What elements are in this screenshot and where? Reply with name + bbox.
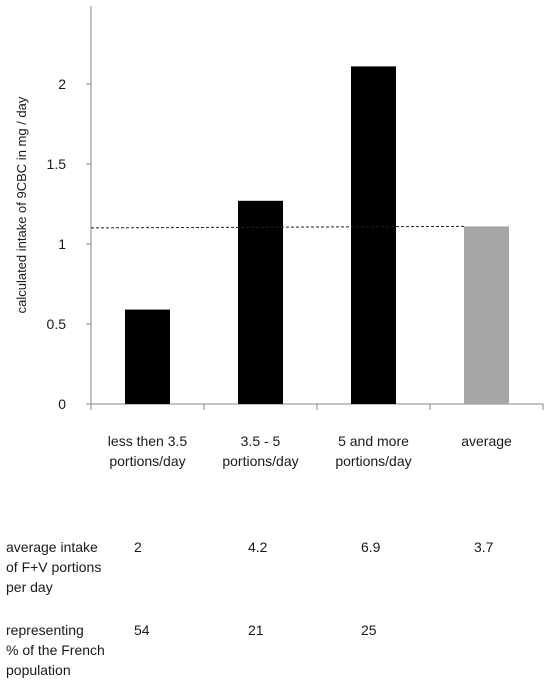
table-cell: 54 — [134, 622, 150, 638]
y-tick-label: 0 — [58, 396, 66, 412]
x-category-label-line: portions/day — [222, 453, 299, 469]
table-row-label-line: of F+V portions — [6, 559, 102, 575]
table-cell: 2 — [134, 539, 142, 555]
table-cell: 6.9 — [361, 539, 381, 555]
x-category-label-line: portions/day — [335, 453, 412, 469]
x-category-label-line: portions/day — [109, 453, 186, 469]
table-row-label-line: population — [6, 662, 71, 678]
x-ticks — [90, 404, 544, 410]
bar-1 — [125, 309, 170, 404]
y-ticks: 0 0.5 1 1.5 2 — [47, 76, 91, 412]
table-cell: 25 — [361, 622, 377, 638]
bar-2 — [238, 200, 283, 404]
y-axis-label: calculated intake of 9CBC in mg / day — [14, 96, 29, 313]
x-category-label: 5 and more portions/day — [319, 431, 429, 471]
x-category-label: less then 3.5 portions/day — [93, 431, 203, 471]
y-tick-label: 2 — [58, 76, 66, 92]
y-tick-label: 1.5 — [47, 156, 67, 172]
y-tick-label: 0.5 — [47, 316, 67, 332]
x-category-label: average — [432, 431, 542, 451]
x-category-label: 3.5 - 5 portions/day — [206, 431, 316, 471]
table-row-label-line: per day — [6, 579, 53, 595]
table-row-label: average intake of F+V portions per day — [6, 537, 126, 597]
table-row-label-line: average intake — [6, 539, 98, 555]
x-category-label-line: 3.5 - 5 — [240, 433, 281, 449]
x-category-label-line: less then 3.5 — [107, 433, 188, 449]
table-row-label-line: % of the French — [6, 642, 105, 658]
table-cell: 21 — [248, 622, 264, 638]
bar-3 — [351, 66, 396, 405]
table-row-label-line: representing — [6, 622, 84, 638]
bar-4 — [464, 226, 509, 404]
average-reference-line — [90, 225, 465, 229]
table-row-label: representing % of the French population — [6, 620, 126, 680]
table-cell: 4.2 — [248, 539, 268, 555]
bars — [125, 66, 509, 405]
x-category-label-line: average — [461, 433, 512, 449]
y-tick-label: 1 — [58, 236, 66, 252]
table-cell: 3.7 — [474, 539, 494, 555]
x-category-label-line: 5 and more — [338, 433, 409, 449]
